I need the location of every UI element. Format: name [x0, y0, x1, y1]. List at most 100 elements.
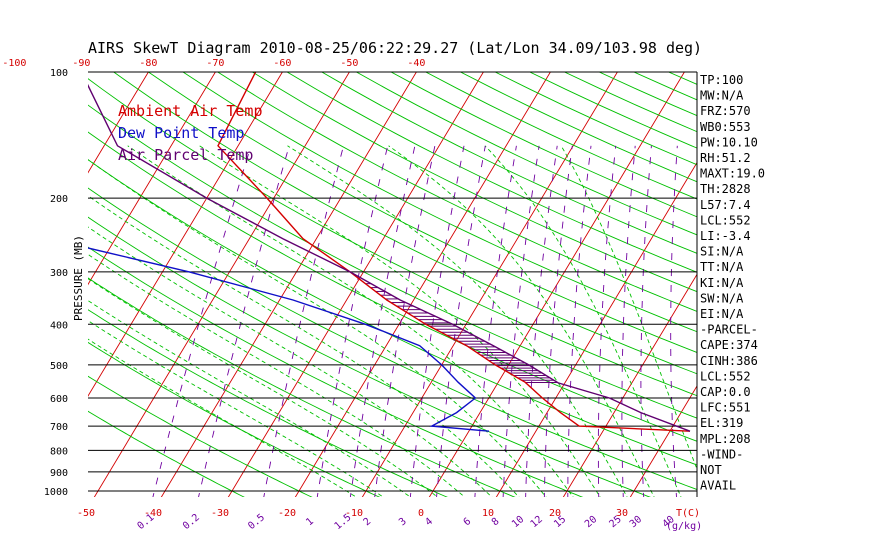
- index-item: LFC:551: [700, 401, 751, 415]
- dry-adiabat: [356, 72, 697, 236]
- pressure-tick-100: 100: [50, 68, 68, 79]
- y-axis-label: PRESSURE (MB): [72, 235, 85, 321]
- dry-adiabat: [321, 72, 697, 254]
- bottom-tick-label: -10: [345, 508, 363, 519]
- index-item: SI:N/A: [700, 245, 744, 259]
- pressure-axis: 100 200 300 400 500 600 700 800 900 1000: [44, 68, 68, 498]
- index-item: TP:100: [700, 73, 743, 87]
- isotherm: [88, 72, 283, 397]
- bottom-tick-label: 0: [418, 508, 424, 519]
- mixing-ratio-line: [474, 145, 517, 497]
- dry-adiabat: [425, 72, 697, 200]
- mixing-ratio-line: [263, 145, 344, 497]
- isotherm: [88, 72, 216, 286]
- isotherm: [88, 72, 149, 174]
- pressure-tick-600: 600: [50, 394, 68, 405]
- ambient-temp-line: [217, 72, 691, 432]
- index-item: LI:-3.4: [700, 229, 751, 243]
- mixing-ratio-line: [152, 145, 252, 497]
- legend: Ambient Air Temp Dew Point Temp Air Parc…: [118, 102, 263, 164]
- mixing-ratio-label: 10: [510, 514, 526, 530]
- index-item: RH:51.2: [700, 151, 751, 165]
- legend-dew: Dew Point Temp: [118, 124, 244, 142]
- pressure-tick-900: 900: [50, 468, 68, 479]
- isotherm: [93, 72, 350, 497]
- index-item: TT:N/A: [700, 260, 744, 274]
- index-item: L57:7.4: [700, 198, 751, 212]
- index-item: -WIND-: [700, 447, 743, 461]
- mixing-ratio-label: 0.2: [181, 512, 202, 532]
- pressure-tick-400: 400: [50, 320, 68, 331]
- mixing-ratio-label: 0.5: [246, 512, 267, 532]
- dry-adiabat: [668, 72, 697, 85]
- isotherm: [629, 385, 697, 497]
- mixing-ratio-label: 30: [628, 514, 644, 530]
- index-item: SW:N/A: [700, 291, 744, 305]
- bottom-tick-label: 30: [616, 508, 628, 519]
- mixing-unit-label: (g/kg): [666, 521, 702, 532]
- index-item: NOT: [700, 463, 722, 477]
- mixing-ratio-label: 12: [529, 514, 545, 530]
- chart-title: AIRS SkewT Diagram 2010-08-25/06:22:29.2…: [88, 39, 702, 57]
- index-item: MW:N/A: [700, 89, 744, 103]
- dry-adiabat: [182, 72, 697, 333]
- index-item: LCL:552: [700, 369, 751, 383]
- index-item: MAXT:19.0: [700, 167, 765, 181]
- isotherm: [562, 273, 697, 497]
- top-tick-label: -100: [2, 58, 26, 69]
- index-item: AVAIL: [700, 479, 736, 493]
- dry-adiabat: [286, 72, 697, 273]
- isobars: [88, 197, 697, 492]
- top-tick-label: -50: [340, 58, 358, 69]
- dry-adiabat: [88, 216, 651, 497]
- pressure-tick-1000: 1000: [44, 487, 68, 498]
- index-item: KI:N/A: [700, 276, 744, 290]
- isotherm: [294, 72, 551, 497]
- isotherms: [0, 72, 870, 500]
- bottom-tick-label: 20: [549, 508, 561, 519]
- bottom-temperature-axis: -50 -40 -30 -20 -10 0 10 20 30: [77, 508, 628, 519]
- parcel-temp-line: [88, 83, 691, 432]
- mixing-ratio-label: 20: [583, 514, 599, 530]
- bottom-tick-label: -20: [278, 508, 296, 519]
- mixing-ratio-label: 4: [423, 516, 435, 528]
- bottom-tick-label: -30: [211, 508, 229, 519]
- bottom-tick-label: -50: [77, 508, 95, 519]
- moist-adiabat: [560, 145, 697, 471]
- pressure-tick-700: 700: [50, 422, 68, 433]
- dry-adiabat: [217, 72, 697, 312]
- mixing-ratio-label: 1: [304, 516, 316, 528]
- index-item: FRZ:570: [700, 104, 751, 118]
- index-item: TH:2828: [700, 182, 751, 196]
- dry-adiabat: [88, 131, 697, 442]
- pressure-tick-200: 200: [50, 194, 68, 205]
- top-tick-label: -40: [407, 58, 425, 69]
- index-item: -PARCEL-: [700, 323, 758, 337]
- dry-adiabat: [88, 78, 697, 397]
- plot-area: [0, 72, 870, 500]
- isotherm: [0, 72, 14, 500]
- index-item: LCL:552: [700, 213, 751, 227]
- dry-adiabat: [148, 72, 697, 353]
- isotherm: [763, 72, 870, 500]
- top-tick-label: -70: [206, 58, 224, 69]
- pressure-tick-300: 300: [50, 268, 68, 279]
- dry-adiabat: [252, 72, 697, 293]
- index-item: CAPE:374: [700, 338, 758, 352]
- bottom-tick-label: 10: [482, 508, 494, 519]
- top-tick-label: -60: [273, 58, 291, 69]
- isotherm: [830, 72, 870, 500]
- moist-adiabat: [287, 145, 628, 497]
- profiles: [88, 72, 691, 432]
- legend-ambient: Ambient Air Temp: [118, 102, 263, 120]
- isotherm: [495, 161, 697, 497]
- dry-adiabat: [88, 187, 697, 491]
- mixing-ratio-label: 6: [462, 516, 474, 528]
- index-item: EI:N/A: [700, 307, 744, 321]
- top-tick-label: -80: [139, 58, 157, 69]
- dry-adiabats: [88, 72, 697, 497]
- moist-adiabat: [88, 253, 466, 497]
- top-temperature-axis: -120-110-100-90-80-70-60-50-40: [2, 58, 425, 69]
